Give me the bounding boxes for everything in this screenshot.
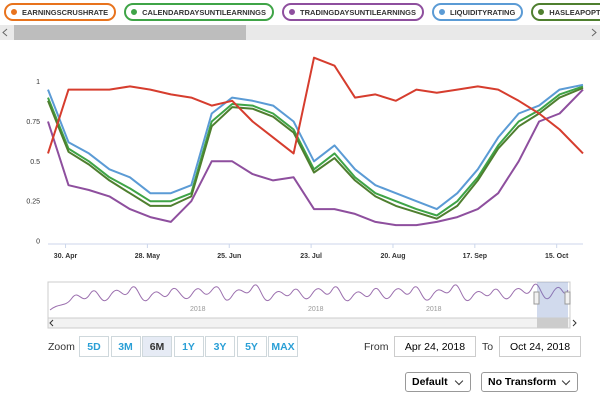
series-line: [47, 85, 584, 217]
from-input[interactable]: Apr 24, 2018: [394, 336, 476, 357]
y-tick-label: 0.25: [26, 199, 40, 206]
y-tick-label: 0.5: [30, 159, 40, 166]
zoom-button[interactable]: MAX: [268, 336, 298, 357]
zoom-label: Zoom: [48, 341, 75, 353]
legend-label: HASLEAPOPTIONS: [549, 7, 600, 17]
legend-marker: [537, 8, 546, 16]
navigator-handle[interactable]: [533, 291, 540, 305]
y-tick-label: 1: [36, 79, 40, 86]
series-line: [47, 83, 584, 211]
x-tick-label: 25. Jun: [217, 253, 241, 260]
navigator-selection[interactable]: [537, 282, 568, 318]
scroll-left-arrow[interactable]: [2, 28, 8, 37]
legend-label: LIQUIDITYRATING: [450, 7, 516, 17]
x-tick-label: 20. Aug: [380, 253, 405, 260]
legend-marker: [130, 8, 139, 16]
series-line: [47, 87, 584, 220]
legend-label: EARNINGSCRUSHRATE: [22, 7, 109, 17]
x-tick-label: 30. Apr: [54, 253, 78, 260]
legend-item[interactable]: LIQUIDITYRATING: [432, 3, 524, 21]
zoom-button[interactable]: 3M: [110, 336, 141, 357]
navigator-scrollbar-thumb[interactable]: [537, 318, 568, 328]
dropdown[interactable]: Default: [405, 372, 471, 392]
y-tick-label: 0: [36, 239, 40, 246]
legend-marker: [288, 8, 297, 16]
zoom-button[interactable]: 3Y: [205, 336, 235, 357]
x-tick-label: 15. Oct: [545, 253, 569, 260]
legend: EARNINGSCRUSHRATE CALENDARDAYSUNTILEARNIN…: [4, 3, 600, 21]
legend-scroll-thumb: [14, 25, 246, 40]
navigator-scrollbar: [47, 317, 571, 329]
zoom-button[interactable]: 5Y: [236, 336, 267, 357]
legend-marker: [438, 8, 447, 16]
scroll-right-arrow[interactable]: [591, 28, 597, 37]
to-label: To: [482, 341, 494, 353]
series-line: [47, 56, 584, 155]
series-line: [47, 88, 584, 227]
x-tick-label: 17. Sep: [463, 253, 488, 260]
navigator-handle[interactable]: [564, 291, 571, 305]
chart: 0 0.25 0.5 0.75 1 30. Apr 28. May 25. Jun 23. Ju…: [0, 25, 600, 329]
legend-item[interactable]: EARNINGSCRUSHRATE: [4, 3, 117, 21]
to-input[interactable]: Oct 24, 2018: [499, 336, 581, 357]
legend-label: TRADINGDAYSUNTILEARNINGS: [300, 7, 417, 17]
from-label: From: [364, 341, 389, 353]
dropdown[interactable]: No Transform: [481, 372, 578, 392]
legend-item[interactable]: CALENDARDAYSUNTILEARNINGS: [124, 3, 275, 21]
navigator-label: 2018: [426, 306, 442, 313]
zoom-button[interactable]: 5D: [79, 336, 109, 357]
legend-item[interactable]: TRADINGDAYSUNTILEARNINGS: [282, 3, 425, 21]
x-tick-label: 23. Jul: [300, 253, 322, 260]
legend-label: CALENDARDAYSUNTILEARNINGS: [142, 7, 267, 17]
navigator-label: 2018: [190, 306, 206, 313]
zoom-button[interactable]: 1Y: [173, 336, 204, 357]
zoom-button[interactable]: 6M: [142, 336, 172, 357]
y-tick-label: 0.75: [26, 119, 40, 126]
navigator-label: 2018: [308, 306, 324, 313]
x-tick-label: 28. May: [135, 253, 160, 260]
legend-marker: [10, 8, 18, 16]
navigator-line: [49, 283, 569, 311]
scrollbar-right-arrow[interactable]: [572, 319, 577, 327]
scrollbar-left-arrow[interactable]: [49, 319, 54, 327]
legend-item[interactable]: HASLEAPOPTIONS: [531, 3, 600, 21]
